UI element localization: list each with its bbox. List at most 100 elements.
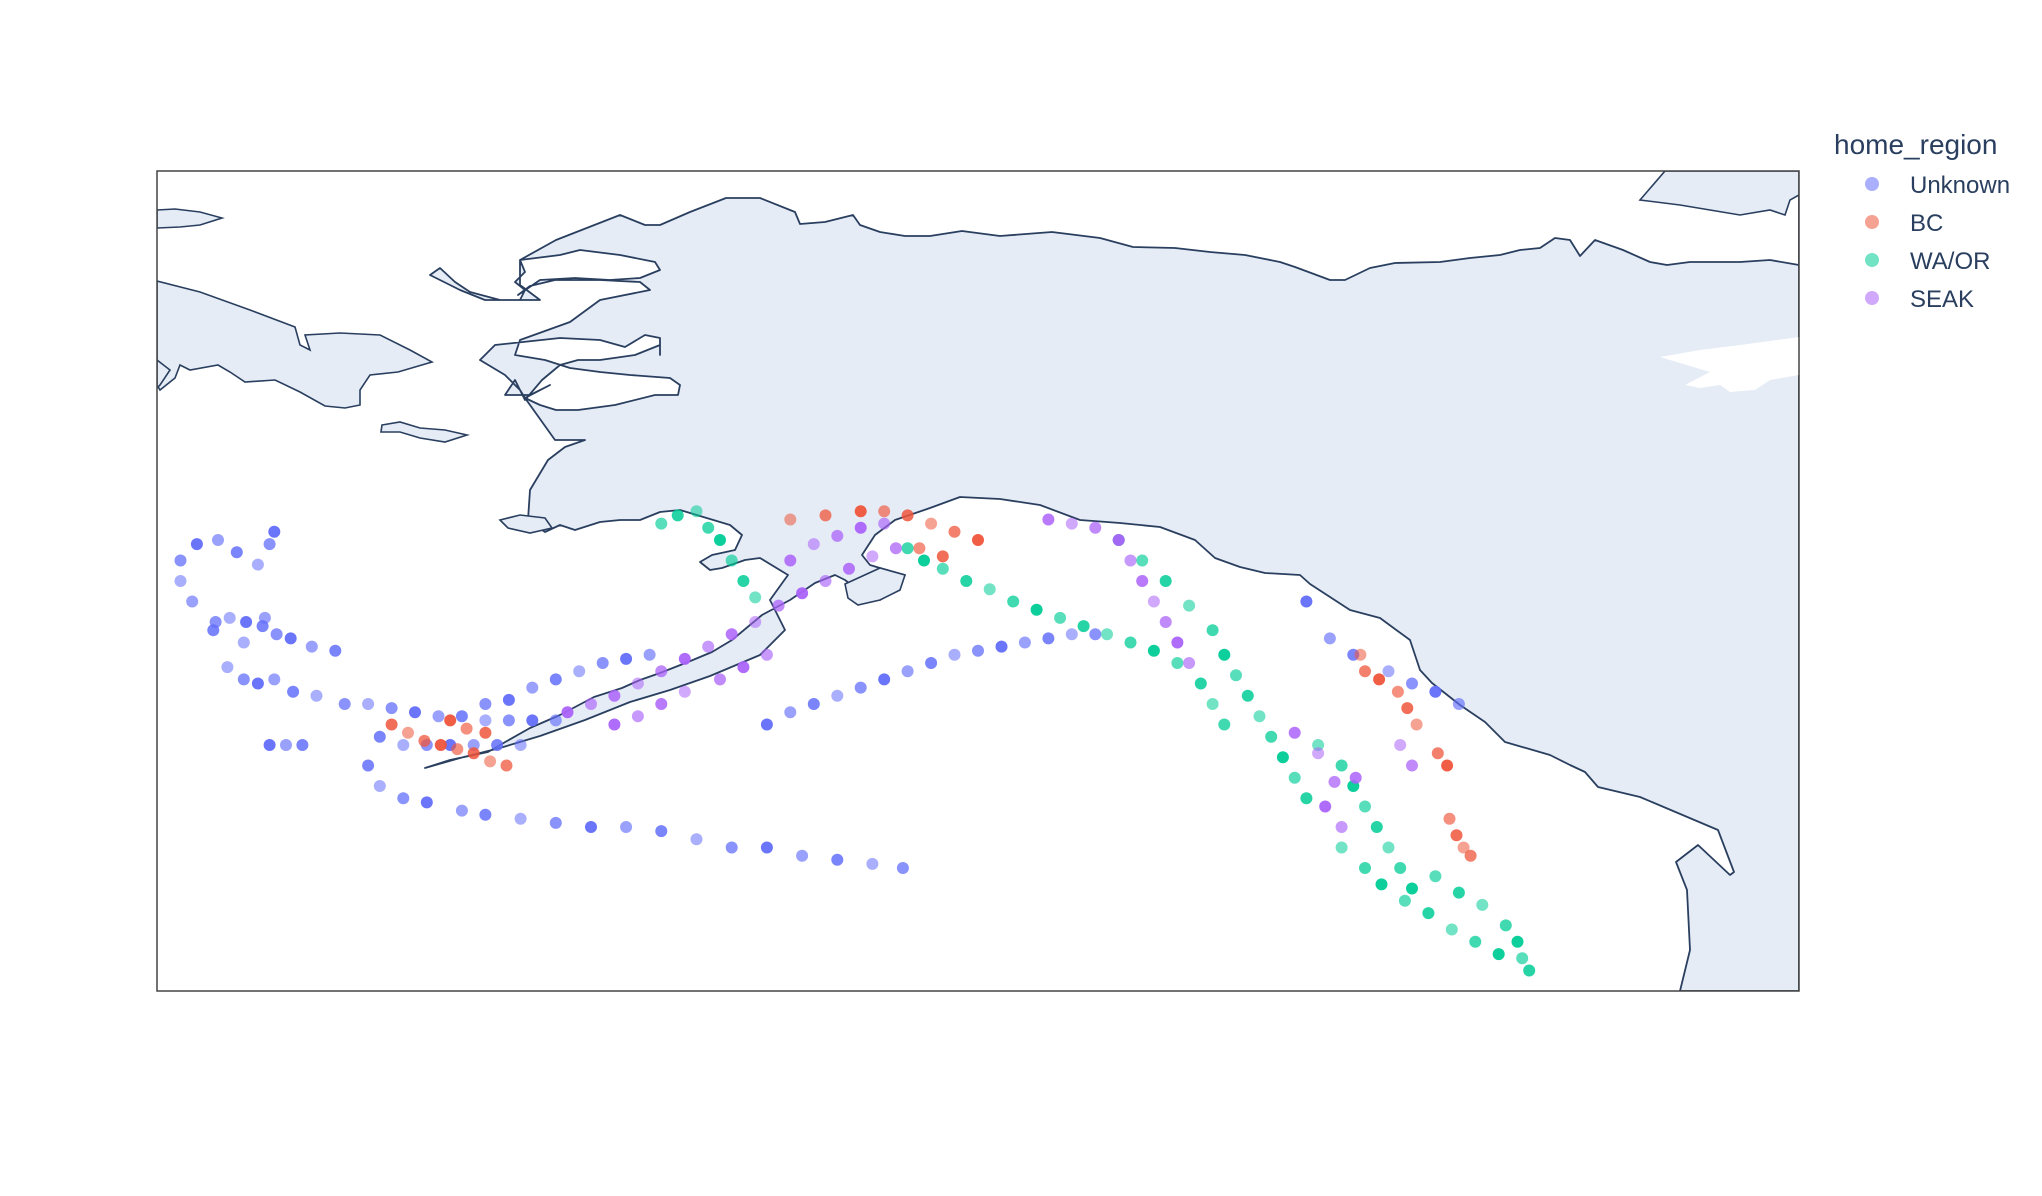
point-wa-or (1077, 620, 1090, 633)
point-unknown (1089, 628, 1102, 641)
point-bc (434, 739, 447, 751)
legend-item-unknown[interactable]: Unknown (1865, 172, 2010, 199)
point-seak (1136, 575, 1149, 587)
point-wa-or (1469, 935, 1482, 948)
point-wa-or (1054, 611, 1067, 624)
point-wa-or (1422, 907, 1435, 920)
point-seak (737, 661, 750, 674)
point-unknown (310, 689, 323, 702)
point-unknown (725, 841, 738, 854)
legend-item-wa-or[interactable]: WA/OR (1865, 248, 1990, 275)
point-seak (772, 599, 785, 612)
point-bc (819, 509, 832, 522)
point-unknown (514, 739, 527, 751)
point-unknown (221, 661, 234, 674)
legend-item-bc[interactable]: BC (1865, 210, 1943, 237)
point-bc (1401, 702, 1414, 715)
point-seak (1147, 595, 1160, 608)
point-unknown (362, 698, 375, 710)
point-wa-or (1516, 952, 1529, 965)
point-bc (444, 714, 457, 727)
point-bc (1391, 685, 1404, 698)
point-unknown (760, 718, 773, 731)
point-wa-or (1445, 923, 1458, 936)
point-wa-or (1101, 628, 1113, 641)
point-unknown (878, 673, 891, 686)
point-unknown (502, 714, 515, 727)
point-bc (1431, 747, 1444, 760)
point-wa-or (725, 554, 738, 567)
point-unknown (549, 714, 562, 727)
point-seak (714, 673, 726, 686)
point-seak (889, 542, 902, 555)
legend-item-seak[interactable]: SEAK (1865, 286, 1974, 313)
point-bc (1443, 812, 1456, 825)
legend-marker-wa-or (1865, 253, 1879, 267)
point-bc (972, 534, 984, 546)
point-unknown (995, 640, 1008, 653)
point-bc (1359, 665, 1371, 678)
point-wa-or (1359, 800, 1371, 813)
point-wa-or (1030, 603, 1043, 616)
point-wa-or (1241, 689, 1254, 702)
map-frame (156, 170, 1800, 992)
point-wa-or (1147, 644, 1160, 657)
point-unknown (362, 759, 375, 772)
point-bc (925, 517, 938, 530)
point-seak (1328, 775, 1341, 788)
point-bc (878, 505, 891, 518)
point-bc (948, 525, 961, 538)
point-unknown (455, 804, 468, 817)
point-unknown (263, 739, 276, 751)
point-unknown (268, 525, 281, 538)
point-unknown (972, 644, 984, 657)
point-unknown (796, 849, 809, 862)
point-bc (784, 513, 797, 526)
point-unknown (455, 710, 468, 723)
point-unknown (831, 689, 844, 702)
point-seak (585, 698, 597, 710)
point-unknown (1429, 685, 1442, 698)
point-unknown (1382, 665, 1395, 678)
point-wa-or (737, 575, 750, 587)
point-seak (631, 677, 644, 690)
legend-label-bc: BC (1910, 210, 1943, 237)
point-bc (1450, 829, 1463, 842)
point-wa-or (1335, 759, 1348, 772)
point-unknown (807, 698, 820, 710)
point-unknown (585, 821, 597, 833)
point-bc (1457, 841, 1470, 854)
point-unknown (280, 739, 292, 751)
point-unknown (620, 821, 633, 833)
point-wa-or (1375, 878, 1388, 891)
point-seak (702, 640, 715, 653)
point-unknown (251, 677, 264, 690)
point-unknown (420, 796, 433, 809)
point-wa-or (918, 554, 930, 567)
point-wa-or (1218, 718, 1231, 731)
point-bc (913, 542, 926, 555)
point-unknown (690, 833, 703, 846)
point-unknown (760, 841, 773, 854)
point-seak (1065, 517, 1078, 530)
point-unknown (526, 714, 539, 727)
point-bc (1410, 718, 1423, 731)
legend-marker-seak (1865, 291, 1879, 305)
point-wa-or (1335, 841, 1348, 854)
legend-title: home_region (1834, 129, 1997, 160)
point-unknown (174, 554, 187, 567)
point-wa-or (1398, 894, 1411, 907)
point-seak (608, 689, 621, 702)
point-unknown (284, 632, 297, 645)
point-seak (1112, 534, 1125, 546)
point-unknown (502, 693, 515, 706)
point-unknown (329, 644, 342, 657)
point-seak (1406, 759, 1418, 772)
point-bc (936, 550, 949, 563)
point-unknown (385, 702, 398, 715)
point-wa-or (1265, 730, 1278, 743)
point-unknown (373, 730, 386, 743)
point-unknown (373, 780, 386, 792)
point-unknown (256, 620, 269, 633)
